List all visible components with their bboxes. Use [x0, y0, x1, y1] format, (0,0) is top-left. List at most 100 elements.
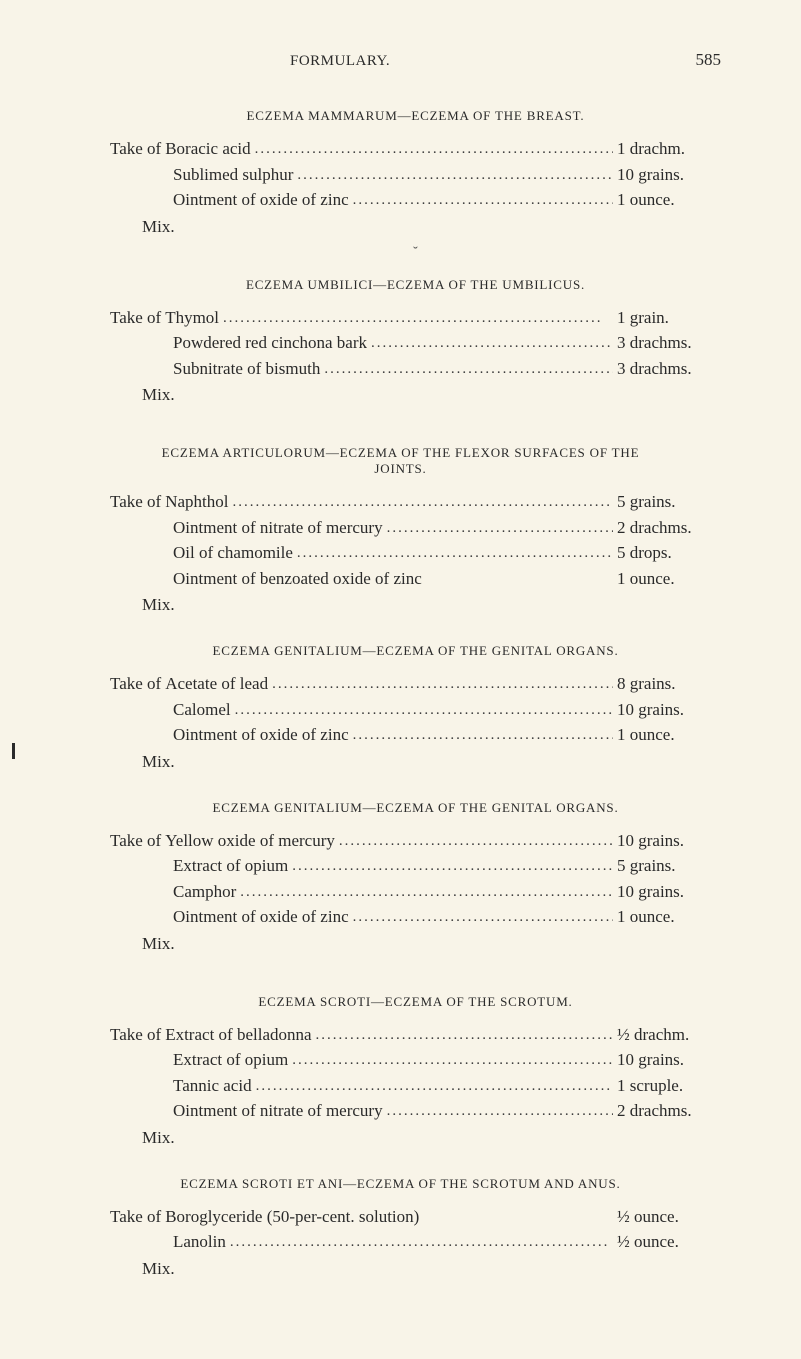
- ingredient-name: Naphthol: [165, 489, 228, 515]
- ingredient-name: Powdered red cinchona bark: [173, 330, 367, 356]
- ingredient-amount: 1 ounce.: [613, 722, 721, 748]
- ingredient-row: Sublimed sulphur........................…: [110, 162, 721, 188]
- leader-dots: ........................................…: [349, 189, 613, 212]
- ingredient-name: Ointment of benzoated oxide of zinc: [173, 566, 422, 592]
- ingredient-name: Extract of opium: [173, 853, 288, 879]
- recipe-block: Take ofThymol...........................…: [110, 305, 721, 382]
- ingredient-name: Boracic acid: [165, 136, 250, 162]
- ingredient-row: Ointment of nitrate of mercury..........…: [110, 515, 721, 541]
- ingredient-row: Lanolin.................................…: [110, 1229, 721, 1255]
- ingredient-name: Boroglyceride (50-per-cent. solution): [165, 1204, 419, 1230]
- ingredient-name: Yellow oxide of mercury: [165, 828, 335, 854]
- ingredient-row: Take ofAcetate of lead..................…: [110, 671, 721, 697]
- ingredient-row: Ointment of oxide of zinc...............…: [110, 187, 721, 213]
- ingredient-amount: 1 drachm.: [613, 136, 721, 162]
- ingredient-name: Thymol: [165, 305, 219, 331]
- leader-dots: ........................................…: [288, 1049, 613, 1072]
- ingredient-name: Calomel: [173, 697, 231, 723]
- section-gap: [110, 1166, 721, 1176]
- left-margin-mark: [12, 743, 15, 759]
- section-title: ECZEMA SCROTI ET ANI—ECZEMA OF THE SCROT…: [50, 1176, 751, 1192]
- ingredient-row: Take ofThymol...........................…: [110, 305, 721, 331]
- mix-line: Mix.: [110, 1259, 721, 1279]
- section-title-line: JOINTS.: [50, 461, 751, 477]
- ingredient-name: Subnitrate of bismuth: [173, 356, 320, 382]
- leader-dots: ........................................…: [349, 906, 613, 929]
- leader-dots: ........................................…: [349, 724, 613, 747]
- leader-dots: ........................................…: [226, 1231, 613, 1254]
- recipe-block: Take ofAcetate of lead..................…: [110, 671, 721, 748]
- section-title: ECZEMA GENITALIUM—ECZEMA OF THE GENITAL …: [110, 800, 721, 816]
- ingredient-row: Ointment of oxide of zinc...............…: [110, 722, 721, 748]
- ingredient-row: Calomel.................................…: [110, 697, 721, 723]
- ingredient-row: Extract of opium........................…: [110, 853, 721, 879]
- ingredient-amount: ½ ounce.: [613, 1229, 721, 1255]
- ingredient-amount: 1 scruple.: [613, 1073, 721, 1099]
- ingredient-row: Tannic acid.............................…: [110, 1073, 721, 1099]
- ingredient-name: Camphor: [173, 879, 236, 905]
- lead-in: Take of: [110, 828, 165, 854]
- mix-line: Mix.: [110, 934, 721, 954]
- recipe-block: Take ofYellow oxide of mercury..........…: [110, 828, 721, 930]
- ingredient-amount: 10 grains.: [613, 828, 721, 854]
- recipe-block: Take ofBoracic acid.....................…: [110, 136, 721, 213]
- ingredient-name: Sublimed sulphur: [173, 162, 293, 188]
- lead-in: Take of: [110, 1204, 165, 1230]
- lead-in: Take of: [110, 305, 165, 331]
- leader-dots: ........................................…: [252, 1075, 613, 1098]
- leader-dots: ........................................…: [268, 673, 613, 696]
- ingredient-name: Ointment of nitrate of mercury: [173, 515, 383, 541]
- leader-dots: ........................................…: [288, 855, 613, 878]
- ingredient-amount: 5 grains.: [613, 853, 721, 879]
- ingredient-name: Ointment of oxide of zinc: [173, 722, 349, 748]
- section-title: ECZEMA MAMMARUM—ECZEMA OF THE BREAST.: [110, 108, 721, 124]
- ornament-mark: ˘: [110, 245, 721, 261]
- ingredient-row: Take ofBoroglyceride (50-per-cent. solut…: [110, 1204, 721, 1230]
- ingredient-amount: 1 ounce.: [613, 904, 721, 930]
- section-title: ECZEMA SCROTI—ECZEMA OF THE SCROTUM.: [110, 994, 721, 1010]
- ingredient-amount: 10 grains.: [613, 697, 721, 723]
- ingredient-amount: 5 drops.: [613, 540, 721, 566]
- page-number: 585: [696, 50, 722, 70]
- ingredient-name: Extract of belladonna: [165, 1022, 311, 1048]
- ingredient-row: Ointment of oxide of zinc...............…: [110, 904, 721, 930]
- ingredient-amount: ½ drachm.: [613, 1022, 721, 1048]
- page-content: ECZEMA MAMMARUM—ECZEMA OF THE BREAST. Tak…: [110, 108, 721, 1307]
- ingredient-name: Tannic acid: [173, 1073, 252, 1099]
- mix-line: Mix.: [110, 385, 721, 405]
- section-title: ECZEMA GENITALIUM—ECZEMA OF THE GENITAL …: [110, 643, 721, 659]
- section-gap: [110, 972, 721, 994]
- ingredient-amount: 3 drachms.: [613, 356, 721, 382]
- section-title: ECZEMA UMBILICI—ECZEMA OF THE UMBILICUS.: [110, 277, 721, 293]
- section-gap: [110, 267, 721, 277]
- ingredient-row: Extract of opium........................…: [110, 1047, 721, 1073]
- ingredient-amount: 3 drachms.: [613, 330, 721, 356]
- ingredient-amount: 8 grains.: [613, 671, 721, 697]
- ingredient-amount: 10 grains.: [613, 1047, 721, 1073]
- leader-dots: ........................................…: [383, 517, 613, 540]
- leader-dots: ........................................…: [312, 1024, 613, 1047]
- lead-in: Take of: [110, 671, 165, 697]
- ingredient-amount: 2 drachms.: [613, 515, 721, 541]
- ingredient-row: Camphor.................................…: [110, 879, 721, 905]
- ingredient-row: Take ofExtract of belladonna............…: [110, 1022, 721, 1048]
- ingredient-amount: 1 grain.: [613, 305, 721, 331]
- leader-dots: ........................................…: [219, 307, 613, 330]
- ingredient-row: Oil of chamomile........................…: [110, 540, 721, 566]
- section-gap: [110, 423, 721, 445]
- running-head: FORMULARY.: [290, 53, 390, 70]
- mix-line: Mix.: [110, 217, 721, 237]
- lead-in: Take of: [110, 136, 165, 162]
- mix-line: Mix.: [110, 595, 721, 615]
- ingredient-row: Take ofYellow oxide of mercury..........…: [110, 828, 721, 854]
- ingredient-amount: 2 drachms.: [613, 1098, 721, 1124]
- ingredient-amount: ½ ounce.: [613, 1204, 721, 1230]
- leader-dots: ........................................…: [251, 138, 613, 161]
- ingredient-name: Ointment of nitrate of mercury: [173, 1098, 383, 1124]
- lead-in: Take of: [110, 489, 165, 515]
- section-gap: [110, 633, 721, 643]
- ingredient-name: Ointment of oxide of zinc: [173, 187, 349, 213]
- ingredient-row: Take ofNaphthol.........................…: [110, 489, 721, 515]
- leader-dots: ........................................…: [293, 164, 613, 187]
- ingredient-name: Extract of opium: [173, 1047, 288, 1073]
